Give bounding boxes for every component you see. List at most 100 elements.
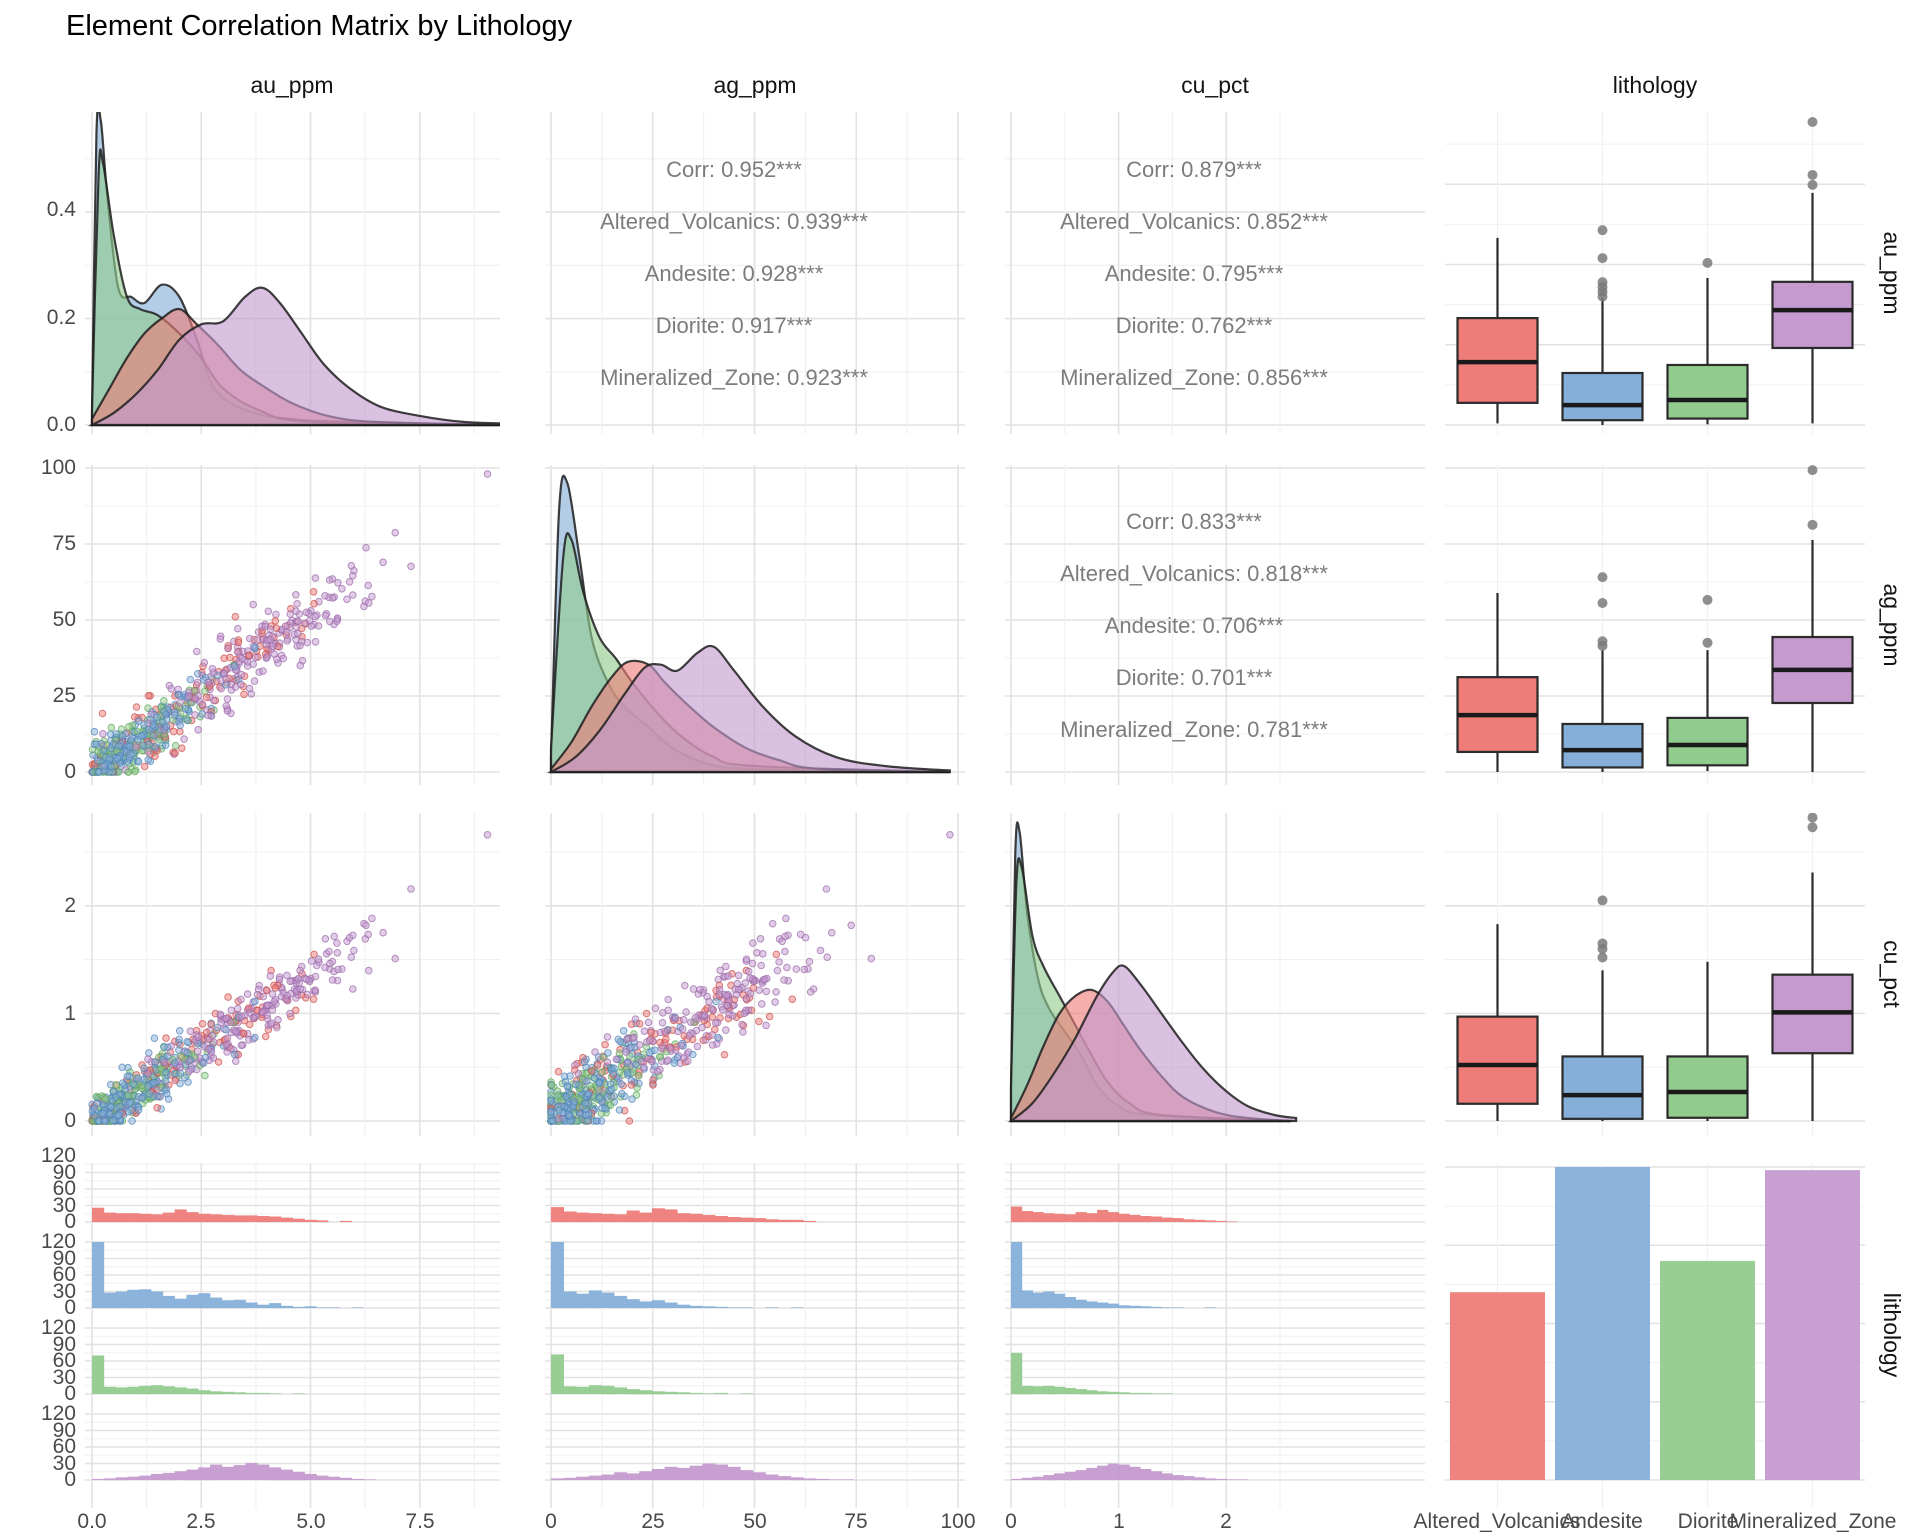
panel-box-ag	[1445, 465, 1865, 785]
y-tick-ag: 0	[64, 760, 76, 783]
scatter-au-vs-ag	[85, 465, 500, 785]
column-header-au-ppm: au_ppm	[250, 72, 334, 98]
column-header-cu-pct: cu_pct	[1181, 72, 1249, 98]
corr-label: Andesite: 0.795***	[1105, 261, 1284, 286]
x-tick-ag: 0	[545, 1510, 557, 1533]
x-tick-cu: 0	[1005, 1510, 1017, 1533]
y-tick-count: 0	[64, 1296, 76, 1319]
panel-hist-ag	[545, 1163, 965, 1508]
x-category-label: Altered_Volcanics	[1413, 1510, 1581, 1533]
outlier-point	[1807, 465, 1818, 476]
panel-hist-cu	[1005, 1163, 1425, 1508]
x-category-label: Mineralized_Zone	[1729, 1510, 1897, 1533]
corr-label: Mineralized_Zone: 0.781***	[1060, 717, 1328, 742]
x-tick-ag: 25	[641, 1510, 665, 1533]
panel-density-au	[85, 112, 500, 434]
facet-histograms-cu_pct	[1005, 1163, 1425, 1508]
density-curve-Mineralized_Zone	[87, 286, 500, 427]
y-tick-count: 30	[52, 1193, 76, 1217]
x-tick-cu: 2	[1220, 1510, 1232, 1533]
corr-text-panel-au_ag: Corr: 0.952*** Altered_Volcanics: 0.939**…	[545, 112, 965, 434]
outlier-point	[1597, 636, 1608, 647]
y-tick-density: 0.2	[46, 306, 76, 329]
panel-density-cu	[1005, 813, 1425, 1136]
y-tick-count: 60	[52, 1349, 76, 1372]
box-Diorite	[1666, 363, 1749, 420]
column-header-lithology: lithology	[1612, 72, 1698, 98]
y-tick-count: 60	[52, 1435, 76, 1458]
panel-box-au	[1445, 112, 1865, 434]
y-tick-count: 30	[52, 1279, 76, 1303]
corr-label: Mineralized_Zone: 0.923***	[600, 365, 868, 390]
y-tick-count: 120	[40, 1144, 76, 1167]
y-tick-ag: 50	[52, 608, 76, 631]
panel-corr-au-cu: Corr: 0.879*** Altered_Volcanics: 0.852**…	[1005, 112, 1425, 434]
row-strip-ag-ppm: ag_ppm	[1879, 583, 1905, 667]
box-Diorite	[1666, 1055, 1749, 1119]
y-tick-count: 30	[52, 1365, 76, 1389]
count-bar-Diorite	[1660, 1260, 1755, 1480]
x-tick-ag: 50	[743, 1510, 767, 1533]
corr-label: Diorite: 0.917***	[656, 313, 813, 338]
y-tick-density: 0.0	[46, 413, 76, 436]
x-category-label: Andesite	[1561, 1510, 1643, 1533]
outlier-point	[1702, 637, 1713, 648]
count-bar-Andesite	[1555, 1167, 1650, 1480]
y-tick-count: 60	[52, 1263, 76, 1286]
corr-label: Mineralized_Zone: 0.856***	[1060, 365, 1328, 390]
corr-label: Andesite: 0.928***	[645, 261, 824, 286]
outlier-point	[1807, 169, 1818, 180]
corr-label: Corr: 0.833***	[1126, 509, 1262, 534]
y-tick-count: 120	[40, 1402, 76, 1425]
boxplots-ag_ppm	[1445, 465, 1865, 785]
outlier-point	[1597, 952, 1608, 963]
x-tick-au: 0.0	[77, 1510, 107, 1533]
y-tick-count: 120	[40, 1230, 76, 1253]
outlier-point	[1597, 253, 1608, 264]
outlier-point	[1807, 519, 1818, 530]
corr-label: Altered_Volcanics: 0.852***	[1060, 209, 1328, 234]
x-tick-cu: 1	[1113, 1510, 1125, 1533]
corr-label: Altered_Volcanics: 0.818***	[1060, 561, 1328, 586]
y-tick-count: 0	[64, 1382, 76, 1405]
corr-label: Corr: 0.952***	[666, 157, 802, 182]
x-tick-ag: 75	[844, 1510, 868, 1533]
y-tick-count: 90	[52, 1246, 76, 1270]
box-Diorite	[1666, 716, 1749, 767]
x-tick-au: 7.5	[405, 1510, 435, 1533]
corr-label: Corr: 0.879***	[1126, 157, 1262, 182]
box-Andesite	[1561, 371, 1644, 422]
outlier-point	[1807, 813, 1818, 823]
y-tick-count: 90	[52, 1332, 76, 1356]
corr-text-panel-au_cu: Corr: 0.879*** Altered_Volcanics: 0.852**…	[1005, 112, 1425, 434]
corr-label: Diorite: 0.762***	[1116, 313, 1273, 338]
outlier-point	[1597, 895, 1608, 906]
outlier-point	[1597, 597, 1608, 608]
panel-corr-ag-cu: Corr: 0.833*** Altered_Volcanics: 0.818**…	[1005, 465, 1425, 785]
box-Andesite	[1561, 1055, 1644, 1120]
facet-histograms-au_ppm	[85, 1163, 500, 1508]
count-bar-Altered_Volcanics	[1450, 1292, 1545, 1480]
x-tick-ag: 100	[940, 1510, 976, 1533]
outlier-point	[1807, 179, 1818, 190]
y-tick-cu: 2	[64, 894, 76, 917]
panel-hist-au	[85, 1163, 500, 1508]
y-tick-count: 0	[64, 1468, 76, 1491]
y-tick-density: 0.4	[46, 198, 76, 221]
outlier-point	[1597, 225, 1608, 236]
corr-label: Andesite: 0.706***	[1105, 613, 1284, 638]
y-tick-count: 90	[52, 1160, 76, 1184]
facet-histograms-ag_ppm	[545, 1163, 965, 1508]
corr-label: Diorite: 0.701***	[1116, 665, 1273, 690]
row-strip-lithology: lithology	[1879, 1292, 1905, 1378]
count-bar-Mineralized_Zone	[1765, 1170, 1860, 1480]
panel-density-ag	[545, 465, 965, 785]
outlier-point	[1807, 116, 1818, 127]
boxplots-cu_pct	[1445, 813, 1865, 1136]
corr-label: Altered_Volcanics: 0.939***	[600, 209, 868, 234]
y-tick-cu: 1	[64, 1002, 76, 1025]
panel-scatter-au-cu	[85, 813, 500, 1136]
x-category-label: Diorite	[1677, 1510, 1739, 1533]
panel-corr-au-ag: Corr: 0.952*** Altered_Volcanics: 0.939**…	[545, 112, 965, 434]
